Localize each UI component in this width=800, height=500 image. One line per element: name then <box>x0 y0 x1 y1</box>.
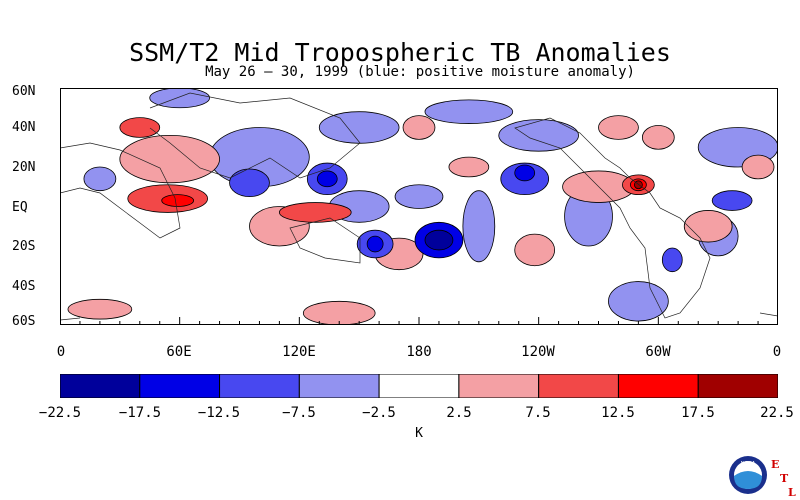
lon-label-120e: 120E <box>282 344 316 360</box>
lon-label-180: 180 <box>406 344 432 360</box>
colorbar-swatch <box>617 374 699 398</box>
colorbar-tick: −17.5 <box>118 405 162 421</box>
positive-anomaly-core <box>278 202 352 223</box>
negative-anomaly-core <box>424 229 454 251</box>
coastline <box>289 217 361 264</box>
negative-anomaly-region <box>462 190 496 263</box>
colorbar-swatch <box>378 374 460 398</box>
negative-anomaly-core <box>316 170 338 188</box>
colorbar-unit: K <box>415 426 423 441</box>
coastline <box>149 92 361 179</box>
noaa-etl-logo: NOAA E T L <box>729 456 796 498</box>
colorbar-swatch <box>458 374 540 398</box>
colorbar-swatch <box>60 374 141 398</box>
page-title: SSM/T2 Mid Tropospheric TB Anomalies <box>129 38 671 67</box>
lat-label-40n: 40N <box>12 120 36 135</box>
negative-anomaly-core <box>366 235 384 253</box>
colorbar-tick: −7.5 <box>282 405 316 421</box>
colorbar-tick: 17.5 <box>681 405 715 421</box>
colorbar-tick: −12.5 <box>197 405 241 421</box>
lon-label-60w: 60W <box>645 344 671 360</box>
colorbar-swatch <box>219 374 300 398</box>
noaa-logo-water <box>734 471 762 489</box>
lon-label-120w: 120W <box>521 344 555 360</box>
colorbar-swatch <box>298 374 380 398</box>
negative-anomaly-core <box>514 164 536 182</box>
lat-label-60n: 60N <box>12 84 36 99</box>
positive-anomaly-region <box>641 125 675 150</box>
negative-anomaly-region <box>83 166 117 192</box>
lat-label-60s: 60S <box>12 314 36 329</box>
positive-anomaly-region <box>514 233 556 267</box>
negative-anomaly-region <box>424 99 514 124</box>
colorbar-tick: 7.5 <box>525 405 551 421</box>
negative-anomaly-core <box>661 247 683 273</box>
positive-anomaly-region <box>67 298 133 320</box>
negative-anomaly-core <box>711 190 753 211</box>
coastline <box>514 117 711 319</box>
positive-anomaly-core <box>161 194 195 207</box>
noaa-logo-text: NOAA <box>741 461 756 467</box>
anomaly-map <box>60 88 778 325</box>
etl-letter-t: T <box>780 472 789 485</box>
coastline <box>60 142 181 239</box>
lon-label-60e: 60E <box>166 344 192 360</box>
positive-anomaly-region <box>119 134 220 184</box>
colorbar-tick: 2.5 <box>446 405 472 421</box>
positive-anomaly-region <box>448 156 490 178</box>
negative-anomaly-region <box>498 119 579 152</box>
colorbar-tick: −2.5 <box>362 405 396 421</box>
positive-anomaly-region <box>683 210 733 243</box>
lat-label-20s: 20S <box>12 239 36 254</box>
lon-label-0: 0 <box>56 344 66 360</box>
coastline <box>60 312 778 321</box>
colorbar <box>60 374 778 398</box>
colorbar-tick: −22.5 <box>38 405 82 421</box>
positive-anomaly-region <box>402 115 436 140</box>
etl-letter-l: L <box>788 486 796 498</box>
colorbar-tick: 12.5 <box>601 405 635 421</box>
lat-label-eq: EQ <box>12 200 28 215</box>
negative-anomaly-region <box>394 184 444 209</box>
positive-anomaly-region <box>741 154 775 180</box>
positive-anomaly-core <box>119 117 161 138</box>
negative-anomaly-region <box>608 281 669 322</box>
colorbar-tick: 22.5 <box>760 405 794 421</box>
negative-anomaly-region <box>318 111 400 144</box>
positive-anomaly-region <box>598 115 639 140</box>
negative-anomaly-core <box>229 168 270 198</box>
etl-letter-e: E <box>771 458 779 471</box>
lat-label-20n: 20N <box>12 160 36 175</box>
colorbar-swatch <box>697 374 778 398</box>
page-subtitle: May 26 – 30, 1999 (blue: positive moistu… <box>205 64 635 80</box>
lat-label-40s: 40S <box>12 279 36 294</box>
colorbar-swatch <box>139 374 221 398</box>
colorbar-swatch <box>538 374 619 398</box>
lon-label-0-east: 0 <box>772 344 782 360</box>
